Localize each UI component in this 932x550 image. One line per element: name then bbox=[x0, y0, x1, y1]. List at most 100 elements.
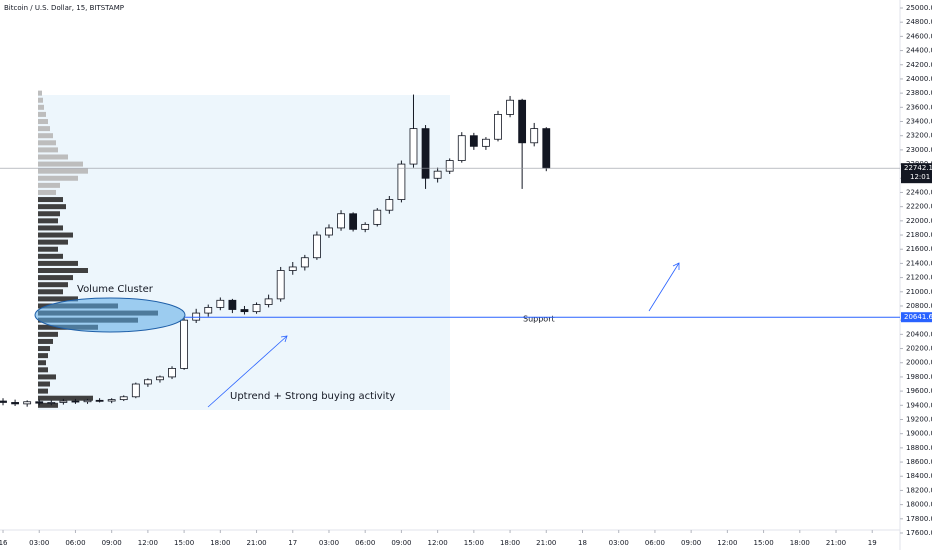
x-tick-label: 09:00 bbox=[681, 539, 701, 547]
volume-bar bbox=[38, 90, 42, 96]
y-tick-label: 19400.00 bbox=[906, 401, 932, 409]
volume-bar bbox=[38, 168, 88, 174]
y-tick-label: 23800.00 bbox=[906, 89, 932, 97]
support-price-label: 20641.64 bbox=[904, 313, 932, 321]
y-tick-label: 24000.00 bbox=[906, 75, 932, 83]
y-tick-label: 22200.00 bbox=[906, 203, 932, 211]
volume-bar bbox=[38, 353, 48, 359]
volume-bar bbox=[38, 395, 93, 401]
volume-bar bbox=[38, 232, 73, 238]
y-tick-label: 20000.00 bbox=[906, 359, 932, 367]
annotation: Volume Cluster bbox=[77, 284, 154, 295]
y-tick-label: 18000.00 bbox=[906, 501, 932, 509]
candle-body bbox=[252, 304, 261, 313]
candle-body bbox=[47, 402, 56, 404]
y-tick-label: 18400.00 bbox=[906, 472, 932, 480]
volume-bar bbox=[38, 211, 60, 217]
candle-body bbox=[518, 99, 527, 144]
x-tick-label: 15:00 bbox=[753, 539, 773, 547]
volume-bar bbox=[38, 182, 60, 188]
candle-body bbox=[83, 399, 92, 403]
x-tick-label: 15:00 bbox=[174, 539, 194, 547]
candle-body bbox=[542, 128, 551, 169]
countdown-label: 12:01 bbox=[910, 173, 930, 181]
y-tick-label: 22400.00 bbox=[906, 188, 932, 196]
volume-bar bbox=[38, 239, 68, 245]
candle-body bbox=[59, 400, 68, 403]
candle-body bbox=[119, 396, 128, 401]
y-tick-label: 23400.00 bbox=[906, 118, 932, 126]
candle-body bbox=[445, 160, 454, 172]
candle-body bbox=[482, 138, 490, 147]
volume-bar bbox=[38, 154, 68, 160]
candle-body bbox=[530, 128, 539, 144]
y-tick-label: 18800.00 bbox=[906, 444, 932, 452]
y-tick-label: 17800.00 bbox=[906, 515, 932, 523]
y-tick-label: 18600.00 bbox=[906, 458, 932, 466]
x-tick-label: 21:00 bbox=[246, 539, 266, 547]
volume-bar bbox=[38, 126, 50, 132]
volume-bar bbox=[38, 197, 63, 203]
y-tick-label: 22000.00 bbox=[906, 217, 932, 225]
arrow bbox=[648, 262, 680, 312]
volume-bar bbox=[38, 289, 63, 295]
volume-bar bbox=[38, 338, 53, 344]
arrow-head bbox=[280, 335, 288, 343]
volume-bar bbox=[38, 104, 44, 110]
candle-body bbox=[143, 379, 152, 385]
volume-bar bbox=[38, 346, 50, 352]
volume-bar bbox=[38, 175, 78, 181]
y-tick-label: 24600.00 bbox=[906, 32, 932, 40]
volume-bar bbox=[38, 275, 73, 281]
candle-body bbox=[156, 376, 164, 381]
candle-body bbox=[433, 170, 442, 179]
candle-body bbox=[192, 312, 201, 321]
volume-bar bbox=[38, 189, 56, 195]
volume-bar bbox=[38, 225, 63, 231]
volume-bar bbox=[38, 119, 48, 125]
y-tick-label: 24400.00 bbox=[906, 47, 932, 55]
y-tick-label: 19600.00 bbox=[906, 387, 932, 395]
candle-body bbox=[180, 319, 189, 369]
range-box bbox=[38, 95, 450, 410]
volume-bar bbox=[38, 246, 58, 252]
candle-body bbox=[300, 257, 309, 268]
candle-body bbox=[349, 213, 358, 230]
x-tick-label: 21:00 bbox=[536, 539, 556, 547]
x-tick-label: 12:00 bbox=[138, 539, 158, 547]
y-tick-label: 25000.00 bbox=[906, 4, 932, 12]
candle-body bbox=[494, 114, 502, 140]
x-tick-label: 18:00 bbox=[210, 539, 230, 547]
y-tick-label: 21000.00 bbox=[906, 288, 932, 296]
candle-body bbox=[107, 399, 116, 402]
candle-body bbox=[204, 306, 213, 314]
candle-body bbox=[325, 227, 333, 236]
y-tick-label: 21800.00 bbox=[906, 231, 932, 239]
volume-bar bbox=[38, 204, 66, 210]
y-tick-label: 19800.00 bbox=[906, 373, 932, 381]
candle-body bbox=[409, 128, 418, 165]
candle-body bbox=[373, 209, 382, 225]
x-tick-label: 03:00 bbox=[609, 539, 629, 547]
last-price-box bbox=[901, 163, 932, 184]
candle-body bbox=[95, 399, 104, 402]
volume-bar bbox=[38, 268, 88, 273]
x-tick-label: 06:00 bbox=[645, 539, 665, 547]
x-tick-label: 06:00 bbox=[65, 539, 85, 547]
volume-bar bbox=[38, 97, 43, 103]
y-tick-label: 20400.00 bbox=[906, 330, 932, 338]
x-tick-label: 21:00 bbox=[826, 539, 846, 547]
candle-body bbox=[421, 128, 430, 179]
x-tick-label: 03:00 bbox=[319, 539, 339, 547]
volume-bar bbox=[38, 282, 68, 288]
x-tick-label: 18:00 bbox=[500, 539, 520, 547]
volume-bar bbox=[38, 260, 78, 266]
x-tick-label: 18:00 bbox=[790, 539, 810, 547]
volume-bar bbox=[38, 296, 78, 302]
x-tick-label: 12:00 bbox=[428, 539, 448, 547]
y-tick-label: 23600.00 bbox=[906, 103, 932, 111]
last-price-label: 22742.19 bbox=[904, 164, 932, 172]
y-tick-label: 21200.00 bbox=[906, 274, 932, 282]
candle-body bbox=[288, 266, 297, 271]
volume-bar bbox=[38, 161, 83, 167]
